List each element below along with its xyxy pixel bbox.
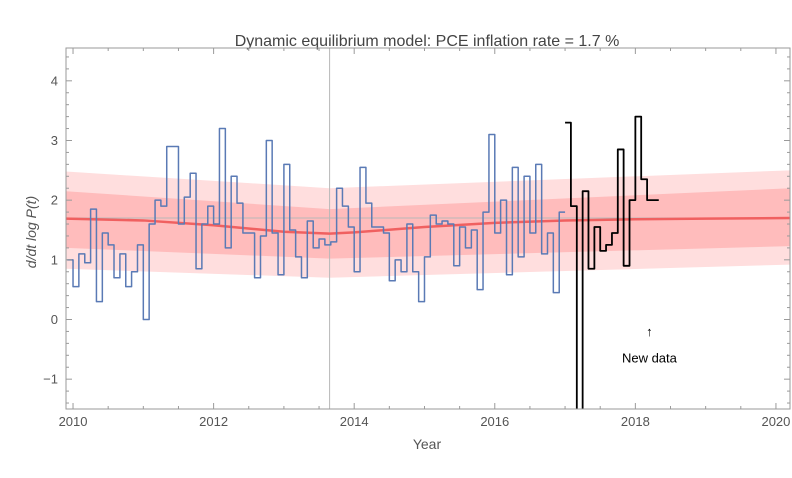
y-tick-label: 1 xyxy=(51,252,58,267)
x-tick-label: 2014 xyxy=(340,414,369,429)
new-data-label: New data xyxy=(622,350,678,365)
plot-frame xyxy=(65,47,791,410)
y-tick-label: 0 xyxy=(51,312,58,327)
y-axis-title: d/dt log P(t) xyxy=(23,196,39,268)
x-tick-label: 2020 xyxy=(761,414,790,429)
x-tick-label: 2010 xyxy=(59,414,88,429)
band-inner xyxy=(66,188,790,259)
y-tick-label: −1 xyxy=(43,372,58,387)
x-axis-title: Year xyxy=(413,436,442,452)
new-data-arrow: ↑ xyxy=(646,324,653,339)
series-historical xyxy=(67,127,566,321)
series-new-data xyxy=(565,115,659,409)
x-tick-label: 2018 xyxy=(621,414,650,429)
x-tick-label: 2016 xyxy=(480,414,509,429)
chart-title: Dynamic equilibrium model: PCE inflation… xyxy=(235,33,620,50)
plot-area: 2010 2012 2014 2016 2018 2020 −1 0 1 2 3 4 ↑ New data xyxy=(43,47,791,429)
y-tick-label: 3 xyxy=(51,133,58,148)
x-tick-label: 2012 xyxy=(199,414,228,429)
y-tick-label: 2 xyxy=(51,193,58,208)
y-tick-label: 4 xyxy=(51,73,58,88)
